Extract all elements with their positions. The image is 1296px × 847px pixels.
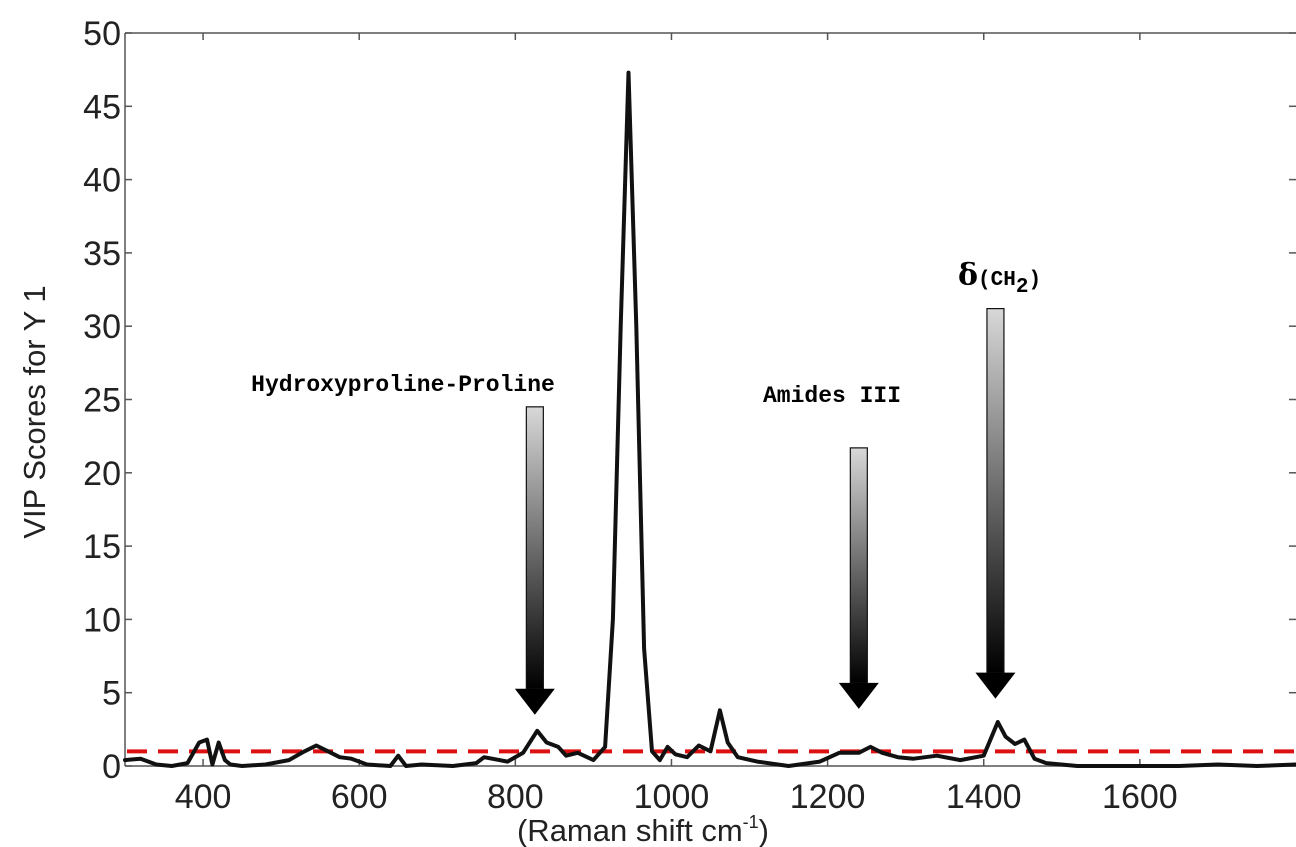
y-tick-label: 50 <box>83 15 121 53</box>
y-tick-label: 15 <box>83 528 121 566</box>
y-tick-label: 35 <box>83 235 121 273</box>
y-tick-label: 40 <box>83 162 121 200</box>
x-tick-label: 1000 <box>634 778 710 816</box>
x-tick-label: 400 <box>175 778 232 816</box>
annotation-amides-iii: Amides III <box>763 383 901 409</box>
y-axis-label: VIP Scores for Y 1 <box>17 285 52 538</box>
x-tick-label: 1600 <box>1102 778 1178 816</box>
x-tick-label: 1200 <box>790 778 866 816</box>
annotation-arrow-head <box>838 682 879 709</box>
y-tick-label: 0 <box>102 748 121 786</box>
y-tick-label: 30 <box>83 308 121 346</box>
annotation-hydroxyproline-proline: Hydroxyproline-Proline <box>251 372 555 398</box>
annotation-arrow-head <box>975 672 1016 699</box>
y-tick-label: 25 <box>83 382 121 420</box>
annotation-arrow-shaft <box>525 406 544 690</box>
y-tick-label: 5 <box>102 675 121 713</box>
x-tick-label: 1400 <box>946 778 1022 816</box>
annotation-delta-group: (CH <box>978 269 1016 292</box>
series-line <box>123 70 1296 768</box>
annotation-arrow-shaft <box>849 447 868 684</box>
x-axis-label-close: ) <box>759 813 769 847</box>
annotation-delta-ch2: δ(CH2) <box>958 258 1041 299</box>
series-lines <box>123 70 1296 768</box>
annotation-delta-close: ) <box>1028 269 1041 292</box>
annotation-arrow-shaft <box>986 308 1005 674</box>
annotation-delta-subscript: 2 <box>1016 276 1029 299</box>
x-tick-label: 800 <box>487 778 544 816</box>
annotations: Hydroxyproline-Proline Amides III δ(CH2) <box>251 258 1041 715</box>
x-tick-label: 600 <box>331 778 388 816</box>
y-tick-label: 10 <box>83 601 121 639</box>
y-tick-label: 20 <box>83 455 121 493</box>
x-axis-label-text: (Raman shift cm <box>517 813 743 847</box>
x-axis-label: (Raman shift cm-1) <box>517 812 769 847</box>
x-axis-label-superscript: -1 <box>743 812 759 832</box>
axes: 0 5 10 15 20 25 30 35 40 45 50 400 600 800 1000 1200 140… <box>83 15 1296 816</box>
y-tick-label: 45 <box>83 88 121 126</box>
annotation-delta-symbol: δ <box>958 258 978 293</box>
annotation-arrow-head <box>514 688 555 715</box>
